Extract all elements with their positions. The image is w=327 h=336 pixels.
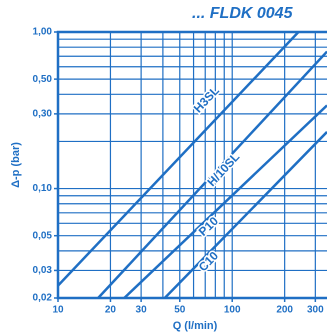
- y-tick-label: 0,50: [33, 74, 53, 85]
- x-tick-label: 20: [105, 305, 117, 316]
- series-line: [97, 50, 327, 299]
- x-axis-label: Q (l/min): [173, 320, 218, 332]
- series-label: H3SL: [191, 83, 222, 115]
- chart-title: ... FLDK 0045: [192, 5, 294, 22]
- y-axis-label: Δ-p (bar): [10, 142, 22, 188]
- series-line: [123, 104, 327, 299]
- x-tick-label: 100: [224, 305, 241, 316]
- x-tick-label: 300: [307, 305, 324, 316]
- y-tick-label: 0,10: [33, 183, 53, 194]
- x-tick-label: 30: [136, 305, 148, 316]
- y-tick-label: 0,03: [33, 265, 53, 276]
- plot-frame: [56, 30, 327, 300]
- series-label: P10: [196, 214, 221, 239]
- y-tick-label: 0,02: [33, 293, 53, 304]
- y-tick-label: 0,30: [33, 109, 53, 120]
- series-line: [163, 131, 327, 299]
- y-tick-label: 0,05: [33, 230, 53, 241]
- x-tick-label: 50: [174, 305, 186, 316]
- x-tick-label: 200: [276, 305, 293, 316]
- y-tick-label: 1,00: [33, 27, 53, 38]
- series-line: [57, 31, 300, 287]
- x-tick-label: 10: [52, 305, 64, 316]
- series-label: H/10SL: [204, 150, 242, 189]
